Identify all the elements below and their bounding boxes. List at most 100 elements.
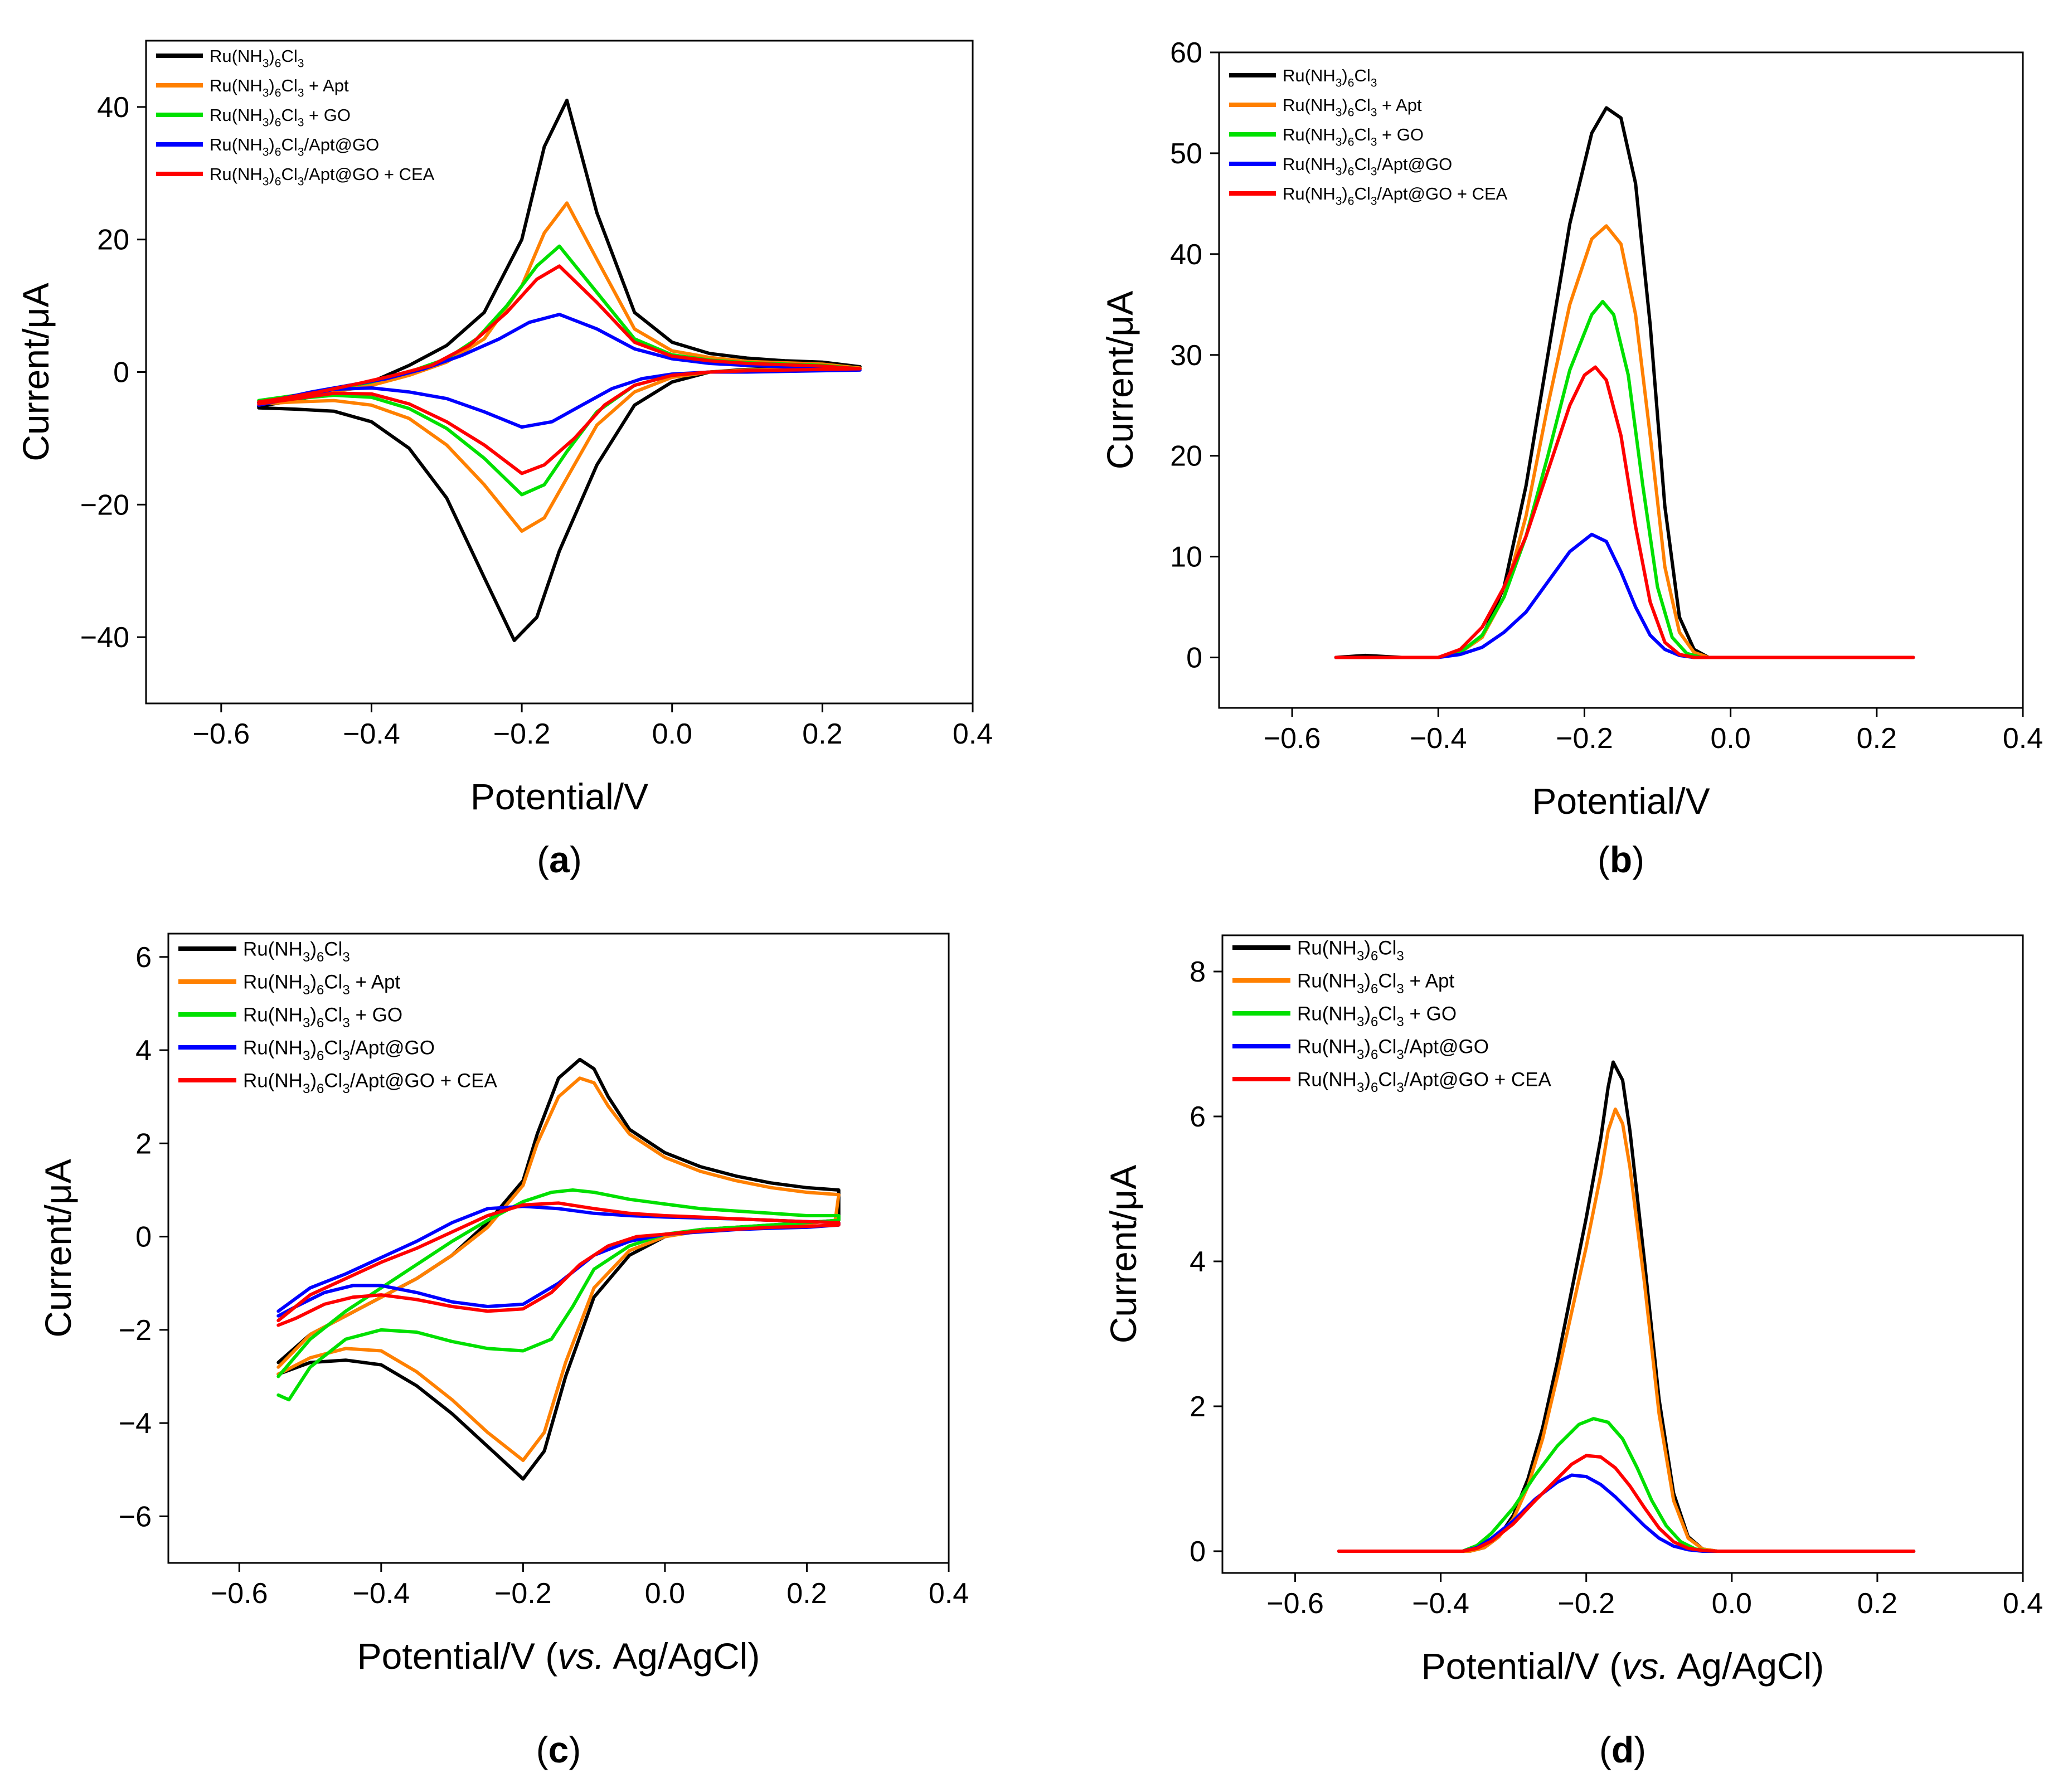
legend-text: /Apt@GO + CEA xyxy=(1377,184,1507,203)
x-tick-label: −0.2 xyxy=(493,718,551,750)
y-tick-label: 50 xyxy=(1170,138,1202,170)
legend-entry-3: Ru(NH3)6Cl3 + GO xyxy=(1297,1003,1457,1030)
panel-label-close: ) xyxy=(569,1729,581,1770)
legend-text: Cl xyxy=(1354,154,1370,174)
legend-text: /Apt@GO + CEA xyxy=(350,1070,498,1092)
y-tick-label: 10 xyxy=(1170,541,1202,574)
x-tick-label: 0.2 xyxy=(1857,722,1897,755)
legend-text: Ru(NH xyxy=(210,76,263,95)
legend-subscript: 3 xyxy=(298,86,304,99)
y-axis-label: Current/μA xyxy=(1099,291,1140,469)
legend-text: Ru(NH xyxy=(210,164,263,184)
legend-subscript: 3 xyxy=(1396,1014,1404,1029)
legend-subscript: 3 xyxy=(263,57,269,70)
legend-text: + GO xyxy=(350,1004,402,1026)
chart-panel-a: −0.6 −0.4 −0.2 0.0 0.2 0.4 −40 −20 0 20 40 Potentia… xyxy=(15,40,993,880)
x-tick-label: 0.4 xyxy=(929,1577,969,1610)
series-group xyxy=(276,1057,841,1481)
legend-text: + GO xyxy=(1404,1003,1457,1025)
legend-subscript: 3 xyxy=(1336,165,1342,178)
legend-subscript: 6 xyxy=(275,175,281,188)
panel-label-close: ) xyxy=(570,839,582,880)
legend-text: Cl xyxy=(281,164,297,184)
legend-text: Cl xyxy=(1378,1036,1396,1058)
y-tick-label: 20 xyxy=(97,224,129,256)
series-group xyxy=(257,99,862,642)
legend-text: ) xyxy=(1342,66,1347,85)
legend-entry-1: Ru(NH3)6Cl3 xyxy=(1283,66,1377,89)
series-line-5 xyxy=(1334,365,1915,659)
legend-subscript: 3 xyxy=(1336,106,1342,119)
x-axis-label: Potential/V xyxy=(470,776,648,817)
x-tick-label: −0.4 xyxy=(1412,1587,1469,1620)
legend-entry-3: Ru(NH3)6Cl3 + GO xyxy=(1283,125,1424,148)
legend-text: Cl xyxy=(1354,125,1370,144)
legend-entry-1: Ru(NH3)6Cl3 xyxy=(243,939,350,965)
legend-subscript: 3 xyxy=(1371,135,1377,148)
legend-text: ) xyxy=(1342,95,1347,115)
legend-text: Ru(NH xyxy=(1297,1069,1357,1091)
legend-subscript: 6 xyxy=(275,116,281,129)
panel-label: (c) xyxy=(536,1729,581,1770)
legend-text: Ru(NH xyxy=(210,105,263,125)
x-tick-label: −0.6 xyxy=(1266,1587,1324,1620)
legend-entry-5: Ru(NH3)6Cl3/Apt@GO + CEA xyxy=(1297,1069,1551,1096)
series-line-5 xyxy=(257,264,862,475)
legend-subscript: 6 xyxy=(1348,76,1355,89)
legend-subscript: 6 xyxy=(1371,982,1378,997)
y-tick-label: 2 xyxy=(135,1128,152,1160)
legend-text: + GO xyxy=(304,105,351,125)
legend-subscript: 3 xyxy=(263,145,269,158)
legend-text: + Apt xyxy=(1377,95,1422,115)
y-tick-label: 4 xyxy=(1190,1246,1206,1278)
chart-panel-b: −0.6 −0.4 −0.2 0.0 0.2 0.4 0 10 20 30 40 50 60 Potent… xyxy=(1099,37,2043,880)
legend-subscript: 3 xyxy=(1371,195,1377,207)
legend-text: ) xyxy=(1342,154,1347,174)
legend-text: ) xyxy=(310,972,317,993)
legend-subscript: 3 xyxy=(1396,1047,1404,1062)
series-line-2 xyxy=(276,1076,841,1462)
panel-label: (b) xyxy=(1598,839,1644,880)
x-tick-label: −0.2 xyxy=(1556,722,1613,755)
legend-subscript: 6 xyxy=(317,950,324,965)
y-tick-label: 0 xyxy=(113,357,129,389)
legend-subscript: 6 xyxy=(1348,106,1355,119)
legend-text: ) xyxy=(1364,1003,1371,1025)
legend-text: ) xyxy=(269,105,274,125)
plot-frame xyxy=(167,933,950,1564)
legend-subscript: 6 xyxy=(1371,949,1378,964)
legend-subscript: 3 xyxy=(298,57,304,70)
panel-label-letter: c xyxy=(548,1729,569,1770)
legend-text: ) xyxy=(1364,970,1371,992)
legend-text: Cl xyxy=(324,939,342,960)
legend-entry-4: Ru(NH3)6Cl3/Apt@GO xyxy=(1283,154,1452,178)
x-axis-label-main: Potential/V ( xyxy=(357,1635,558,1677)
panel-label: (a) xyxy=(537,839,582,880)
legend-subscript: 3 xyxy=(1371,106,1377,119)
panel-label-close: ) xyxy=(1632,839,1644,880)
x-tick-label: 0.0 xyxy=(1710,722,1750,755)
x-tick-label: −0.6 xyxy=(211,1577,268,1610)
x-tick-label: 0.2 xyxy=(787,1577,827,1610)
legend-entry-3: Ru(NH3)6Cl3 + GO xyxy=(210,105,351,129)
legend-entry-5: Ru(NH3)6Cl3/Apt@GO + CEA xyxy=(243,1070,497,1097)
series-line-5 xyxy=(276,1201,841,1327)
x-tick-label: −0.4 xyxy=(1410,722,1467,755)
legend-entry-4: Ru(NH3)6Cl3/Apt@GO xyxy=(1297,1036,1489,1063)
legend-subscript: 3 xyxy=(1336,76,1342,89)
y-tick-label: 60 xyxy=(1170,37,1202,69)
panel-label-letter: a xyxy=(549,839,570,880)
legend-text: Ru(NH xyxy=(1297,1036,1357,1058)
x-tick-label: −0.4 xyxy=(343,718,400,750)
legend-subscript: 6 xyxy=(1371,1080,1378,1095)
legend-text: ) xyxy=(1364,1036,1371,1058)
legend-subscript: 6 xyxy=(317,1016,324,1031)
legend-text: Cl xyxy=(324,1004,342,1026)
legend-subscript: 6 xyxy=(1348,135,1355,148)
x-tick-label: 0.0 xyxy=(1712,1587,1752,1620)
legend-text: Cl xyxy=(324,972,342,993)
legend-subscript: 3 xyxy=(1357,949,1364,964)
legend-text: Ru(NH xyxy=(243,1070,303,1092)
